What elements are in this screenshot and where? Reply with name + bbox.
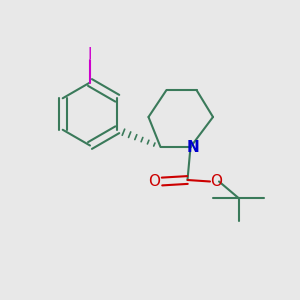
Text: O: O	[148, 174, 160, 189]
Text: I: I	[88, 46, 92, 62]
Text: O: O	[211, 174, 223, 189]
Text: N: N	[187, 140, 199, 155]
